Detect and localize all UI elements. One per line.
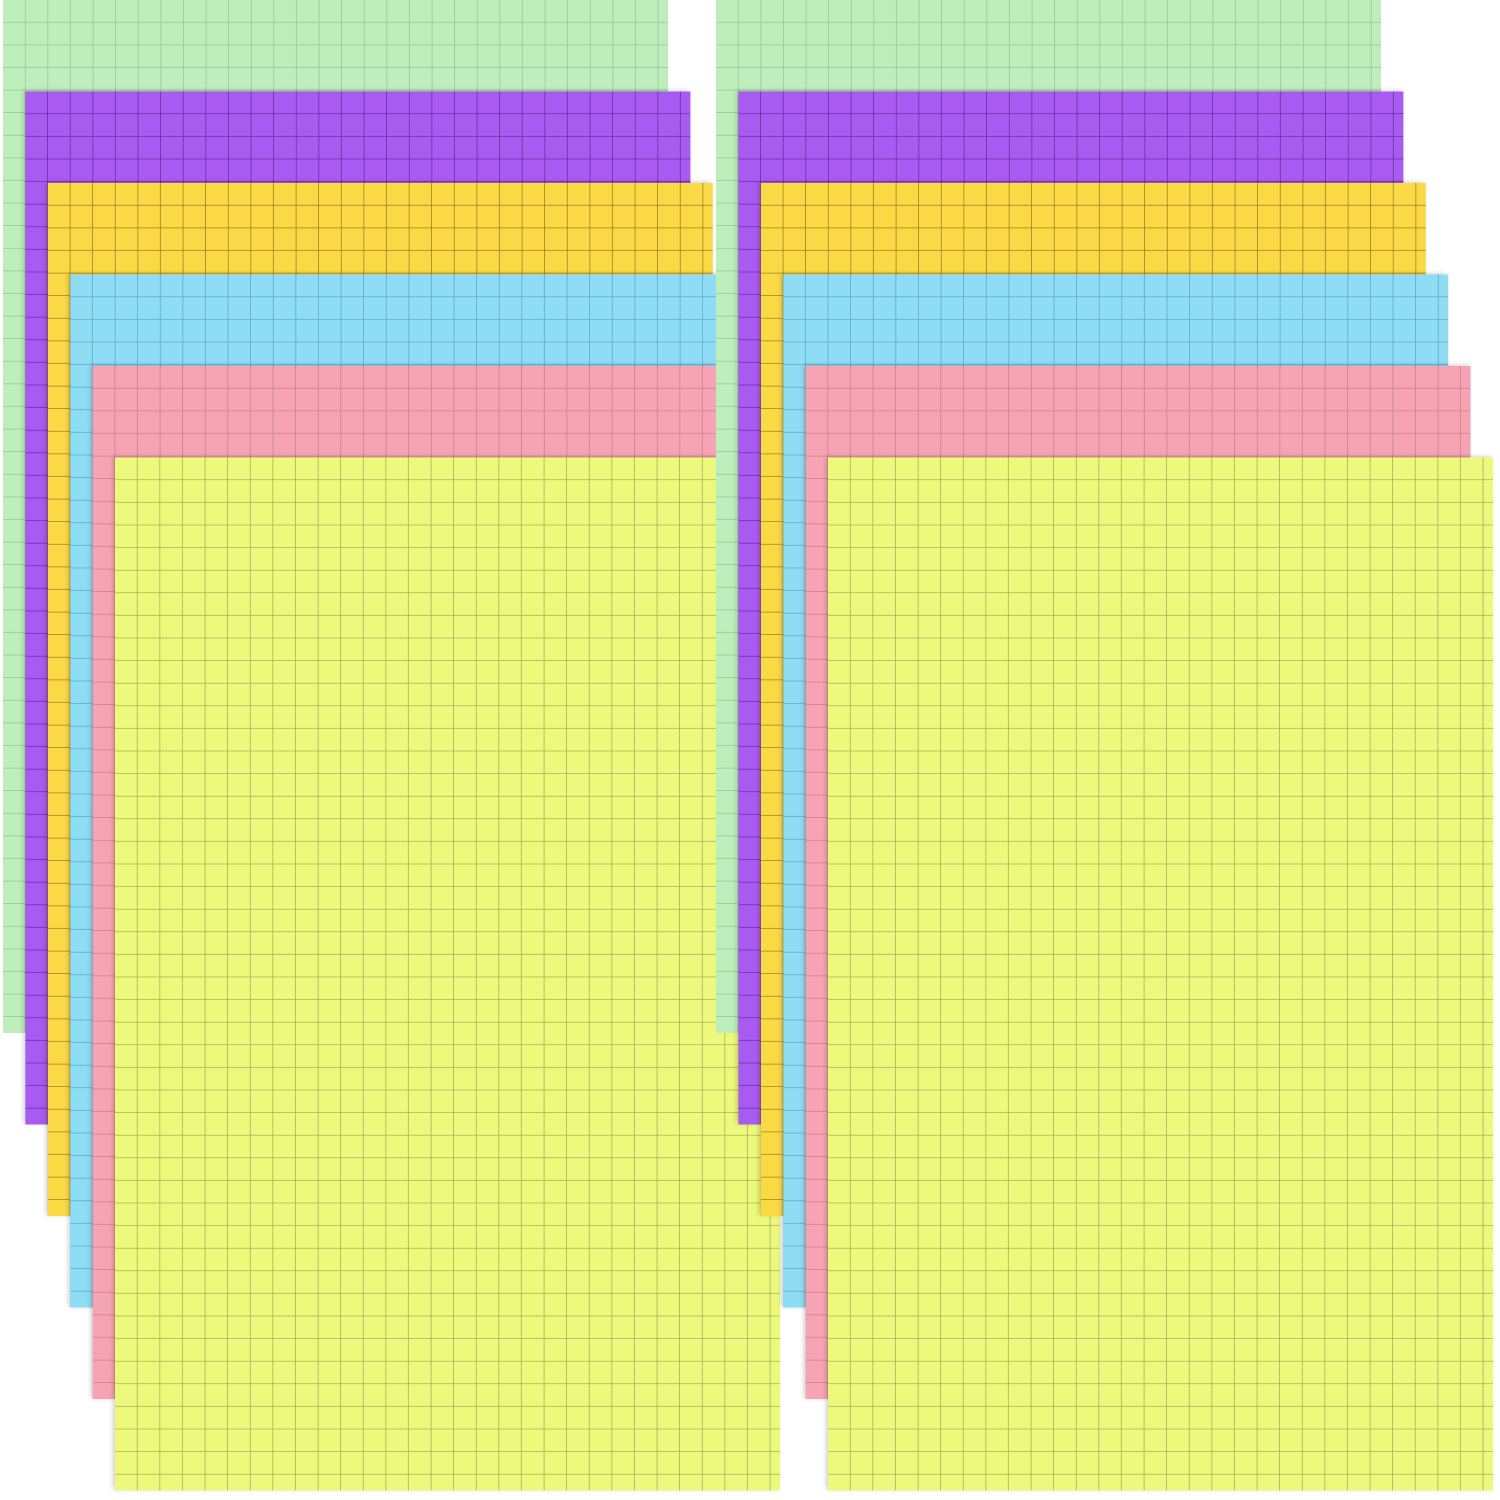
sheet-paper (115, 457, 780, 1491)
note-sheet (828, 457, 1493, 1491)
note-sheet (115, 457, 780, 1491)
sheet-paper (828, 457, 1493, 1491)
notepad-stack (3, 0, 780, 1491)
notepad-stack (716, 0, 1493, 1491)
